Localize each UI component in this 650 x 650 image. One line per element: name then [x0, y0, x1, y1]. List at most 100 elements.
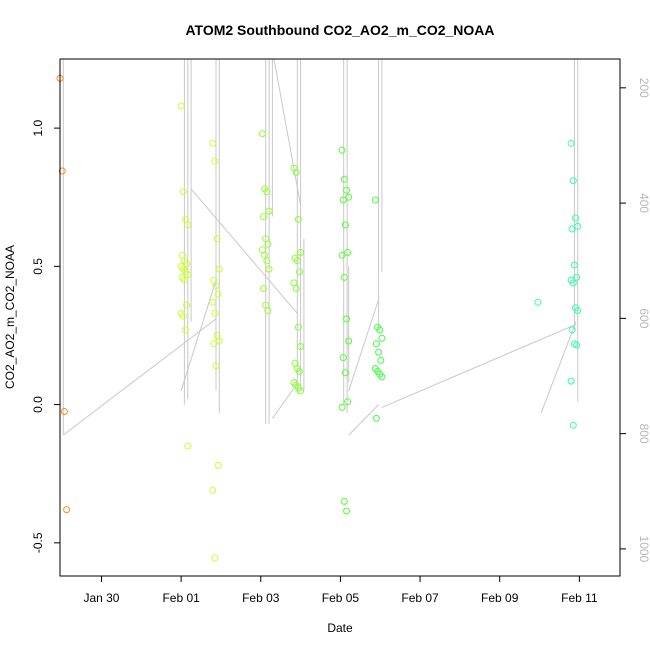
right-tick-label-3: 800 — [637, 424, 650, 444]
data-point-5-11 — [339, 354, 347, 362]
data-point-6-2 — [376, 326, 384, 334]
data-point-3-9 — [263, 257, 271, 265]
data-point-2-3 — [215, 265, 223, 273]
data-point-4-7 — [290, 279, 298, 287]
data-point-8-4 — [568, 225, 576, 233]
data-point-8-6 — [573, 273, 581, 281]
x-tick-label-1: Feb 01 — [162, 591, 200, 605]
data-point-5-10 — [345, 337, 353, 345]
data-point-2-13 — [214, 461, 222, 469]
data-point-1-1 — [179, 188, 187, 196]
data-point-4-6 — [296, 268, 303, 276]
data-point-2-8 — [211, 309, 219, 317]
data-point-1-13 — [183, 301, 191, 309]
data-point-4-5 — [293, 257, 301, 265]
data-point-5-7 — [338, 251, 346, 259]
x-tick-label-4: Feb 07 — [401, 591, 439, 605]
data-point-6-3 — [378, 334, 386, 342]
y-axis: -0.5 0.0 0.5 1.0 — [31, 119, 60, 553]
data-point-0-1 — [58, 167, 66, 175]
profile-segment-21 — [348, 404, 379, 436]
profile-segment-25 — [540, 321, 577, 414]
data-point-5-3 — [345, 193, 353, 201]
data-point-3-6 — [264, 240, 272, 248]
data-point-5-4 — [339, 196, 347, 204]
data-point-5-9 — [343, 315, 350, 323]
data-point-0-3 — [63, 506, 71, 514]
data-point-1-10 — [184, 271, 192, 279]
data-point-4-13 — [296, 367, 303, 375]
data-point-5-12 — [341, 369, 349, 377]
x-tick-label-3: Feb 05 — [322, 591, 360, 605]
plot-frame — [59, 58, 621, 577]
data-point-6-4 — [372, 340, 380, 348]
data-point-2-10 — [215, 337, 223, 345]
data-point-8-13 — [573, 341, 581, 349]
data-point-2-0 — [209, 139, 217, 147]
chart-title: ATOM2 Southbound CO2_AO2_m_CO2_NOAA — [185, 22, 494, 38]
data-point-2-1 — [211, 157, 219, 165]
x-tick-label-0: Jan 30 — [83, 591, 119, 605]
data-point-2-14 — [209, 486, 217, 494]
y-tick-label-1: 0.0 — [31, 396, 45, 413]
data-point-8-14 — [567, 377, 575, 385]
y-axis-label: CO2_AO2_m_CO2_NOAA — [3, 245, 17, 389]
right-axis: 200 400 600 800 1000 — [620, 78, 650, 563]
data-point-4-1 — [292, 168, 300, 176]
y-tick-label-0: -0.5 — [31, 532, 45, 553]
data-point-4-8 — [292, 285, 300, 292]
y-tick-label-2: 0.5 — [31, 258, 45, 275]
data-point-5-14 — [338, 403, 346, 411]
data-point-8-0 — [567, 139, 575, 147]
data-point-4-2 — [294, 215, 302, 223]
data-point-5-1 — [340, 175, 348, 183]
data-point-8-8 — [569, 279, 577, 287]
x-axis-label: Date — [327, 621, 353, 635]
data-point-3-3 — [265, 207, 273, 215]
data-point-8-5 — [570, 261, 578, 269]
profile-segment-8 — [190, 188, 298, 314]
data-point-6-0 — [371, 196, 379, 204]
x-tick-label-2: Feb 03 — [242, 591, 280, 605]
data-point-6-6 — [377, 356, 385, 364]
profile-segment-12 — [271, 387, 295, 419]
right-tick-label-2: 600 — [637, 308, 650, 328]
data-point-3-10 — [265, 265, 273, 273]
data-point-2-5 — [212, 282, 220, 290]
y-tick-label-3: 1.0 — [31, 119, 45, 136]
right-tick-label-0: 200 — [637, 78, 650, 98]
data-point-6-10 — [378, 373, 386, 381]
data-point-5-5 — [341, 221, 349, 229]
profile-lines — [62, 59, 579, 436]
data-point-4-3 — [297, 249, 305, 256]
data-point-5-2 — [343, 186, 350, 194]
data-point-5-8 — [340, 273, 348, 281]
data-point-3-4 — [260, 213, 267, 221]
data-point-2-2 — [213, 235, 221, 243]
data-point-3-11 — [260, 285, 267, 292]
data-point-1-17 — [184, 442, 192, 450]
data-point-5-13 — [344, 398, 352, 406]
data-point-1-12 — [180, 276, 188, 284]
data-point-1-15 — [179, 312, 187, 320]
profile-segment-1 — [62, 318, 217, 436]
data-point-4-17 — [297, 387, 305, 395]
data-point-8-2 — [572, 214, 579, 222]
data-point-1-6 — [183, 260, 191, 268]
data-point-6-11 — [372, 414, 380, 422]
data-point-4-10 — [297, 343, 305, 350]
x-tick-label-5: Feb 09 — [481, 591, 519, 605]
data-point-5-16 — [343, 507, 350, 515]
data-point-6-5 — [375, 348, 383, 356]
x-axis: Jan 30 Feb 01 Feb 03 Feb 05 Feb 07 Feb 09 Feb … — [83, 576, 598, 605]
data-point-2-11 — [210, 340, 218, 348]
profile-segment-20 — [348, 299, 380, 391]
data-point-8-10 — [574, 307, 582, 315]
data-point-1-0 — [177, 102, 185, 110]
data-point-8-1 — [569, 177, 577, 185]
data-point-1-16 — [182, 326, 189, 334]
data-point-2-6 — [214, 290, 222, 298]
profile-segment-2 — [180, 280, 217, 391]
data-point-2-12 — [212, 362, 220, 370]
